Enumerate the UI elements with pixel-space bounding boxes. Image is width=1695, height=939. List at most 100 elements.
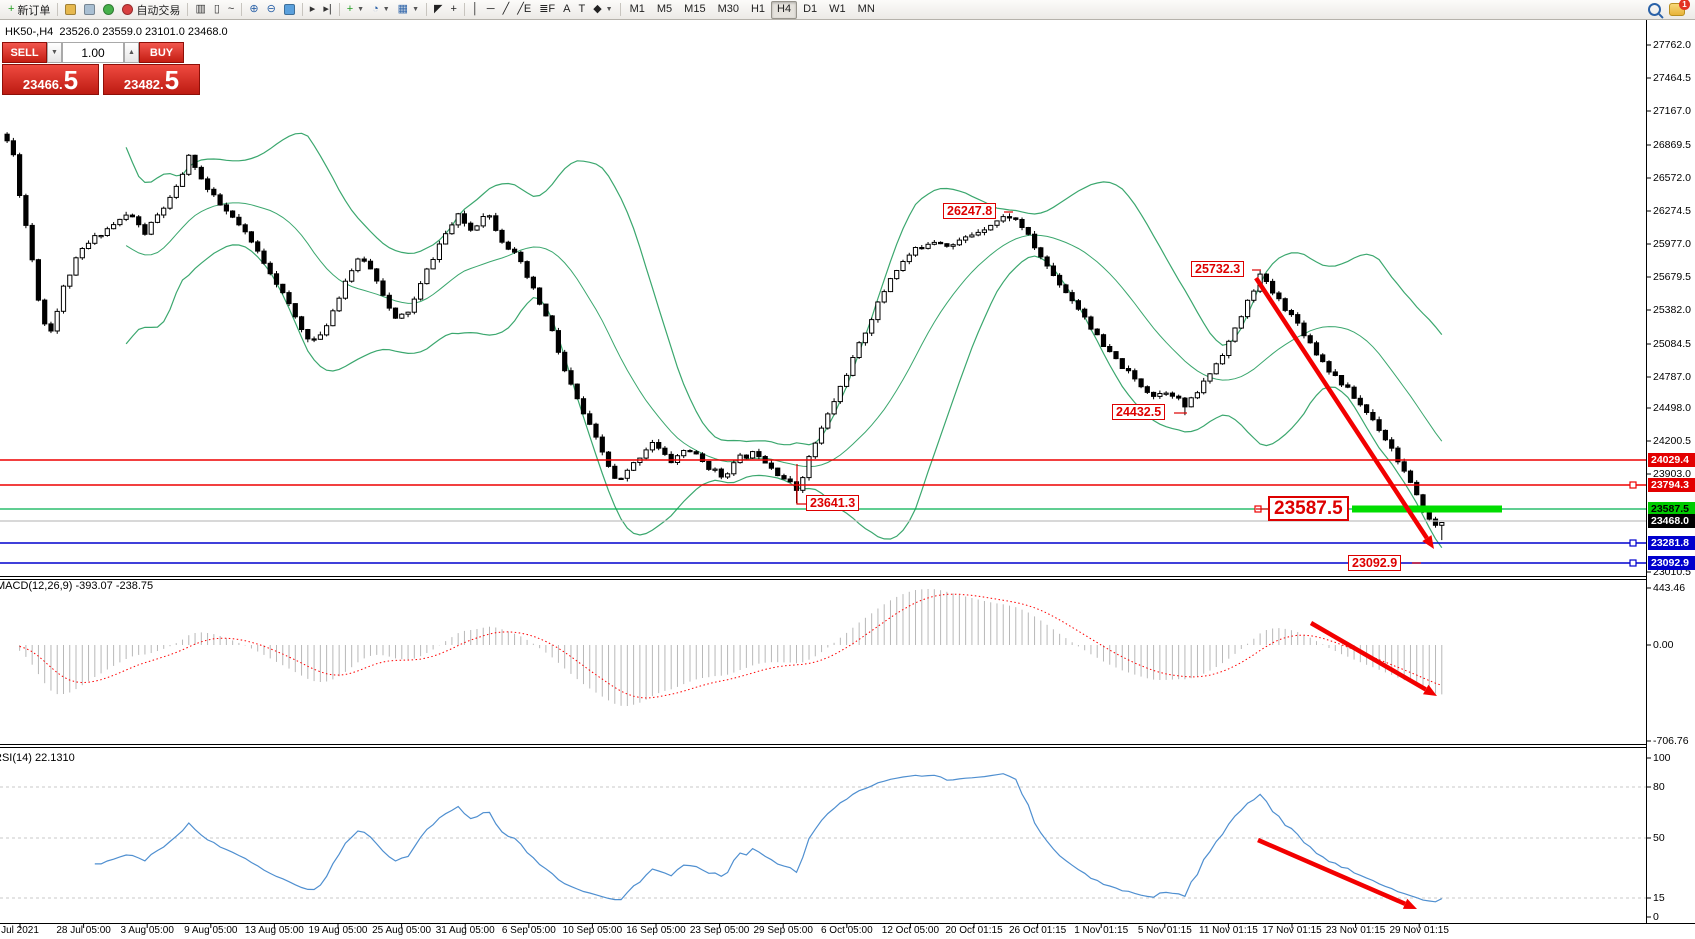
rsi-pane[interactable] [0,773,1646,903]
bollinger-upper-band [125,132,1443,446]
candle-body [800,477,806,491]
toolbar-vertical-line-button[interactable]: │ [468,1,483,19]
candle-body [1370,412,1376,421]
toolbar-market-watch-button[interactable] [61,1,80,19]
toolbar-trendline-button[interactable]: ╱ [499,1,514,19]
toolbar-chart-shift-button[interactable]: ▸| [319,1,335,19]
toolbar-auto-trading-button[interactable]: 自动交易 [118,1,184,19]
candle-body [562,351,568,372]
candle-body [1019,219,1025,228]
candle-body [104,228,110,236]
hline-marker-23092.9[interactable] [1629,559,1637,567]
price-tag-24432.5[interactable]: 24432.5 [1112,404,1166,420]
toolbar-line-chart-button[interactable]: ~ [224,1,238,19]
lot-increase-button[interactable]: ▲ [124,42,139,63]
toolbar-cursor-button[interactable]: ◤ [430,1,446,19]
candle-body [361,258,367,262]
main-price-pane[interactable] [0,132,1646,567]
toolbar-data-window-button[interactable] [80,1,99,19]
toolbar-auto-scroll-button[interactable]: ▸ [306,1,320,19]
toolbar-candlestick-chart-button[interactable]: ▯ [210,1,224,19]
chevron-down-icon: ▼ [382,6,390,13]
tf-button-M30[interactable]: M30 [717,2,739,15]
candle-body [474,225,480,231]
trend-arrow-2[interactable] [1309,621,1437,696]
trend-arrow-1[interactable] [1254,276,1434,549]
annotations-layer [796,211,1437,909]
candle-body [555,330,561,353]
candle-body [424,268,430,285]
toolbar-separator [301,3,303,16]
toolbar-new-order-button[interactable]: + 新订单 [4,1,54,19]
tf-button-W1[interactable]: W1 [829,2,846,15]
toolbar-zoom-in-button[interactable]: ⊕ [245,1,262,19]
price-tag-23641.3[interactable]: 23641.3 [806,495,860,511]
hline-marker-23794.3[interactable] [1629,481,1637,489]
tf-button-M15[interactable]: M15 [684,2,706,15]
time-label: 9 Aug 05:00 [184,925,238,936]
notifications-icon[interactable]: 1 [1669,0,1690,16]
price-tick-label: 26869.5 [1653,139,1691,151]
lot-size-input[interactable] [62,42,124,63]
buy-button[interactable]: BUY [139,42,184,63]
toolbar-text-button[interactable]: A [559,1,574,19]
toolbar-periods-button[interactable]: ◔ ▼ [368,1,394,19]
search-icon[interactable] [1648,3,1661,16]
equidistant-channel-icon: ╱E [517,3,532,15]
arrows-icon: ◆ [593,3,602,15]
candle-body [1144,386,1150,393]
macd-pane[interactable] [19,589,1443,706]
toolbar-equidistant-channel-button[interactable]: ╱E [513,1,535,19]
tf-button-M1[interactable]: M1 [629,2,645,15]
lot-decrease-button[interactable]: ▼ [47,42,62,63]
candle-body [1407,470,1414,483]
candle-body [587,413,593,425]
candle-body [223,204,230,212]
price-tag-23092.9[interactable]: 23092.9 [1348,555,1402,571]
candle-body [1270,280,1276,294]
candle-body [593,423,599,438]
candle-body [1113,351,1119,360]
tf-button-H1[interactable]: H1 [750,2,766,15]
candle-body [1050,265,1057,276]
trend-arrow-3[interactable] [1257,837,1417,909]
toolbar-text-label-button[interactable]: T [574,1,589,19]
axis-badge-23794.3: 23794.3 [1648,478,1695,492]
toolbar-fibonacci-button[interactable]: ≣F [535,1,559,19]
candle-body [756,451,762,458]
toolbar-signals-button[interactable] [99,1,118,19]
candle-body [1313,342,1320,356]
price-tag-25732.3[interactable]: 25732.3 [1191,261,1245,277]
price-tag-23587.5[interactable]: 23587.5 [1268,496,1349,521]
toolbar-horizontal-line-button[interactable]: ─ [483,1,499,19]
time-label: 23 Nov 01:15 [1325,925,1386,936]
support-level-thick-line[interactable] [1352,505,1502,513]
sell-button[interactable]: SELL [2,42,47,63]
toolbar-tile-windows-button[interactable] [280,1,299,19]
toolbar-arrows-button[interactable]: ◆ ▼ [589,1,616,19]
tf-button-H4[interactable]: H4 [771,0,798,19]
buy-price-display[interactable]: 23482 . 5 [103,64,200,95]
toolbar-bar-chart-button[interactable]: ▥ [191,1,209,19]
toolbar-templates-button[interactable]: ▦ ▼ [394,1,423,19]
sell-price-display[interactable]: 23466 . 5 [2,64,99,95]
candlestick-layer [4,132,1445,541]
tf-button-MN[interactable]: MN [857,2,875,15]
axis-badge-23281.8: 23281.8 [1648,536,1695,550]
tf-button-M5[interactable]: M5 [656,2,673,15]
candle-body [1107,346,1113,353]
periods-icon: ◔ [372,3,379,15]
candle-body [17,154,23,196]
candle-body [981,229,987,233]
tf-button-D1[interactable]: D1 [803,2,818,15]
sell-price-dot: . [59,77,63,92]
text-label-icon: T [578,3,586,15]
toolbar-add-indicator-button[interactable]: + ▼ [343,1,368,19]
toolbar-crosshair-button[interactable]: + [446,1,460,19]
candle-body [1295,314,1301,324]
price-tag-26247.8[interactable]: 26247.8 [943,203,997,219]
toolbar-zoom-out-button[interactable]: ⊖ [263,1,280,19]
hline-marker-23281.8[interactable] [1629,539,1637,547]
buy-price-pip: 5 [164,65,180,95]
